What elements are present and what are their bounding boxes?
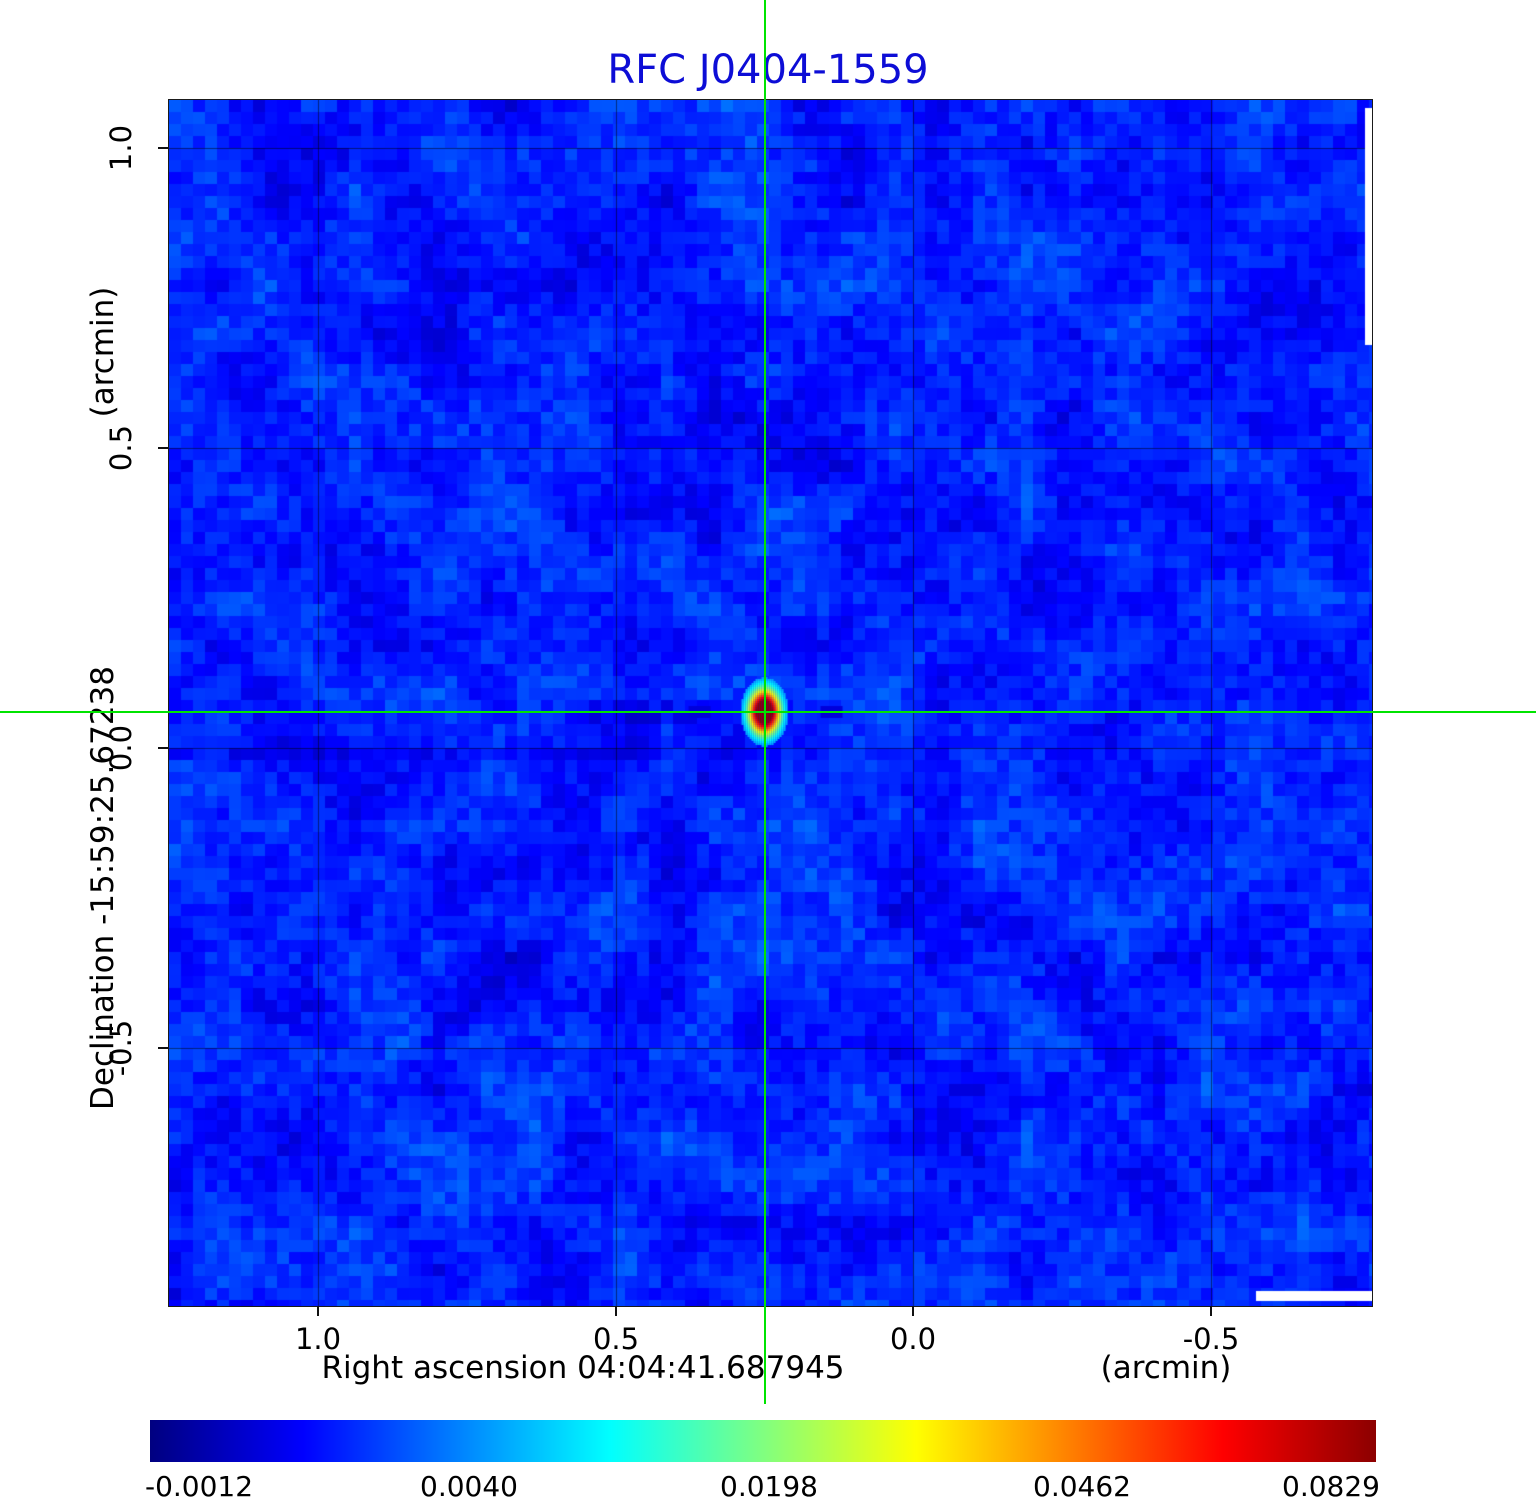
colorbar-tick-label: -0.0012 [144, 1470, 254, 1503]
y-tick-label: -0.5 [104, 1019, 138, 1077]
colorbar-tick-label: 0.0198 [720, 1470, 818, 1503]
x-tick-mark [1210, 1306, 1212, 1316]
y-tick-mark [158, 447, 168, 449]
x-tick-label: 0.5 [592, 1322, 640, 1356]
y-tick-label: 0.5 [104, 424, 138, 472]
crosshair-vertical-line [763, 0, 766, 1404]
x-tick-mark [317, 1306, 319, 1316]
y-tick-mark [158, 1047, 168, 1049]
crosshair-horizontal-line [0, 711, 1536, 713]
y-tick-mark [158, 147, 168, 149]
y-tick-label: 1.0 [104, 124, 138, 172]
y-axis-unit-label: (arcmin) [85, 286, 121, 418]
x-tick-label: -0.5 [1182, 1322, 1240, 1356]
x-tick-label: 1.0 [294, 1322, 342, 1356]
colorbar-gradient [150, 1420, 1376, 1462]
sky-map-canvas [168, 99, 1373, 1307]
colorbar-tick-label: 0.0829 [1282, 1470, 1380, 1503]
plot-title: RFC J0404-1559 [607, 47, 929, 93]
colorbar-tick-label: 0.0040 [420, 1470, 518, 1503]
x-tick-label: 0.0 [889, 1322, 937, 1356]
colorbar-tick-label: 0.0462 [1033, 1470, 1131, 1503]
y-tick-mark [158, 747, 168, 749]
y-tick-label: 0.0 [104, 724, 138, 772]
x-tick-mark [615, 1306, 617, 1316]
x-axis-title: Right ascension 04:04:41.687945 [321, 1350, 845, 1386]
x-tick-mark [912, 1306, 914, 1316]
x-axis-unit-label: (arcmin) [1100, 1350, 1232, 1386]
